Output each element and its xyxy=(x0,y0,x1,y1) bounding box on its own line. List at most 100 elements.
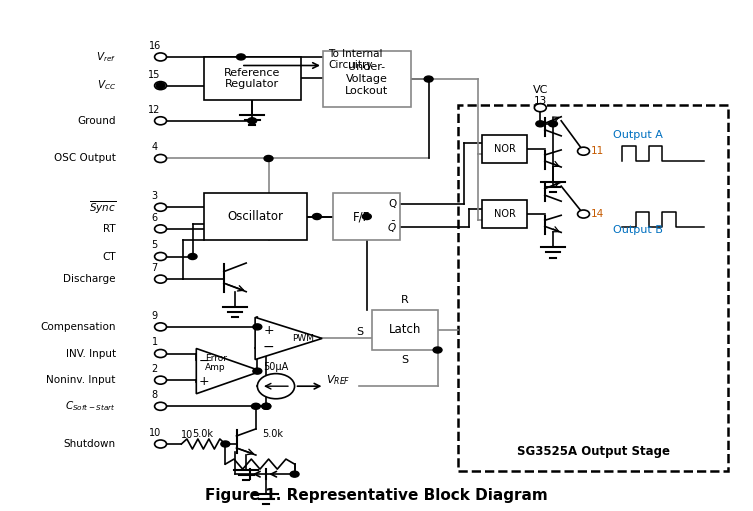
Circle shape xyxy=(156,83,165,88)
FancyBboxPatch shape xyxy=(204,193,306,240)
Text: 5.0k: 5.0k xyxy=(262,429,282,439)
Text: $\bar{Q}$: $\bar{Q}$ xyxy=(387,220,397,235)
Text: +: + xyxy=(199,375,209,388)
Text: 3: 3 xyxy=(151,191,157,201)
Text: Ground: Ground xyxy=(78,116,116,126)
Text: 14: 14 xyxy=(591,209,604,219)
Text: $C_{Soft-Start}$: $C_{Soft-Start}$ xyxy=(66,400,116,413)
Text: To Internal
Circuitry: To Internal Circuitry xyxy=(328,49,383,70)
Text: 12: 12 xyxy=(148,105,161,115)
Text: 5: 5 xyxy=(151,241,157,250)
Circle shape xyxy=(535,104,546,112)
Polygon shape xyxy=(197,349,261,394)
Circle shape xyxy=(154,323,166,331)
Text: Oscillator: Oscillator xyxy=(227,210,283,223)
Text: RT: RT xyxy=(103,224,116,234)
Circle shape xyxy=(154,350,166,358)
Text: VC: VC xyxy=(532,85,548,95)
Circle shape xyxy=(154,440,166,448)
Circle shape xyxy=(154,252,166,261)
FancyBboxPatch shape xyxy=(459,105,728,471)
Text: Under-
Voltage
Lockout: Under- Voltage Lockout xyxy=(345,62,389,96)
Circle shape xyxy=(154,402,166,410)
Text: 13: 13 xyxy=(534,96,547,106)
Text: Shutdown: Shutdown xyxy=(64,439,116,449)
FancyBboxPatch shape xyxy=(372,310,437,350)
Text: 50μA: 50μA xyxy=(264,362,288,372)
Text: F/F: F/F xyxy=(353,210,370,223)
Text: −: − xyxy=(263,339,274,354)
Circle shape xyxy=(221,441,230,447)
Circle shape xyxy=(312,214,322,220)
Circle shape xyxy=(188,253,197,260)
Circle shape xyxy=(154,154,166,162)
Text: INV. Input: INV. Input xyxy=(66,349,116,359)
Circle shape xyxy=(248,118,257,124)
Circle shape xyxy=(154,53,166,61)
Text: 4: 4 xyxy=(151,143,157,152)
Circle shape xyxy=(578,147,590,155)
Text: NOR: NOR xyxy=(494,144,516,154)
Text: $V_{REF}$: $V_{REF}$ xyxy=(326,373,350,387)
Circle shape xyxy=(258,374,294,399)
Text: 6: 6 xyxy=(151,213,157,223)
Text: $\overline{Sync}$: $\overline{Sync}$ xyxy=(89,199,116,216)
Text: Output B: Output B xyxy=(613,225,663,236)
Circle shape xyxy=(424,76,433,82)
Circle shape xyxy=(578,210,590,218)
Text: Reference
Regulator: Reference Regulator xyxy=(224,67,280,89)
Text: Figure 1. Representative Block Diagram: Figure 1. Representative Block Diagram xyxy=(205,489,548,503)
Text: Output A: Output A xyxy=(613,130,663,140)
Text: R: R xyxy=(401,295,409,305)
Text: $V_{ref}$: $V_{ref}$ xyxy=(96,50,116,64)
Text: 1: 1 xyxy=(151,337,157,347)
Text: Noninv. Input: Noninv. Input xyxy=(47,375,116,385)
Text: $V_{CC}$: $V_{CC}$ xyxy=(96,79,116,92)
FancyBboxPatch shape xyxy=(482,135,527,162)
Circle shape xyxy=(362,214,371,220)
Circle shape xyxy=(236,54,245,60)
Circle shape xyxy=(290,471,299,477)
Circle shape xyxy=(154,225,166,233)
Text: OSC Output: OSC Output xyxy=(54,153,116,164)
Text: Amp: Amp xyxy=(206,363,226,371)
Text: Compensation: Compensation xyxy=(41,322,116,332)
Text: PWM: PWM xyxy=(292,334,314,343)
Text: 15: 15 xyxy=(148,69,161,80)
Circle shape xyxy=(536,121,544,127)
FancyBboxPatch shape xyxy=(204,57,300,100)
Text: Q: Q xyxy=(388,199,396,209)
Text: 7: 7 xyxy=(151,263,157,273)
Text: 5.0k: 5.0k xyxy=(193,429,214,439)
Text: SG3525A Output Stage: SG3525A Output Stage xyxy=(517,445,669,458)
Text: 16: 16 xyxy=(148,41,160,51)
Text: Latch: Latch xyxy=(389,323,421,336)
Circle shape xyxy=(433,347,442,353)
Text: 2: 2 xyxy=(151,364,157,374)
Text: 10: 10 xyxy=(148,428,160,438)
FancyBboxPatch shape xyxy=(482,200,527,228)
Text: 9: 9 xyxy=(151,311,157,321)
Text: NOR: NOR xyxy=(494,209,516,219)
Polygon shape xyxy=(255,317,322,360)
Circle shape xyxy=(253,324,262,330)
Circle shape xyxy=(154,275,166,283)
Circle shape xyxy=(154,82,166,89)
Text: S: S xyxy=(357,327,364,337)
FancyBboxPatch shape xyxy=(323,51,410,107)
Text: Discharge: Discharge xyxy=(63,274,116,284)
Circle shape xyxy=(154,203,166,211)
FancyBboxPatch shape xyxy=(334,193,401,240)
Text: S: S xyxy=(401,355,408,365)
Text: 8: 8 xyxy=(151,390,157,400)
Text: Error: Error xyxy=(205,354,227,363)
Circle shape xyxy=(252,403,261,409)
Circle shape xyxy=(253,368,262,374)
Circle shape xyxy=(154,117,166,125)
Text: 11: 11 xyxy=(591,146,604,156)
Text: 10: 10 xyxy=(181,430,193,440)
Circle shape xyxy=(548,121,557,127)
Circle shape xyxy=(264,155,273,161)
Text: CT: CT xyxy=(102,251,116,262)
Circle shape xyxy=(154,376,166,384)
